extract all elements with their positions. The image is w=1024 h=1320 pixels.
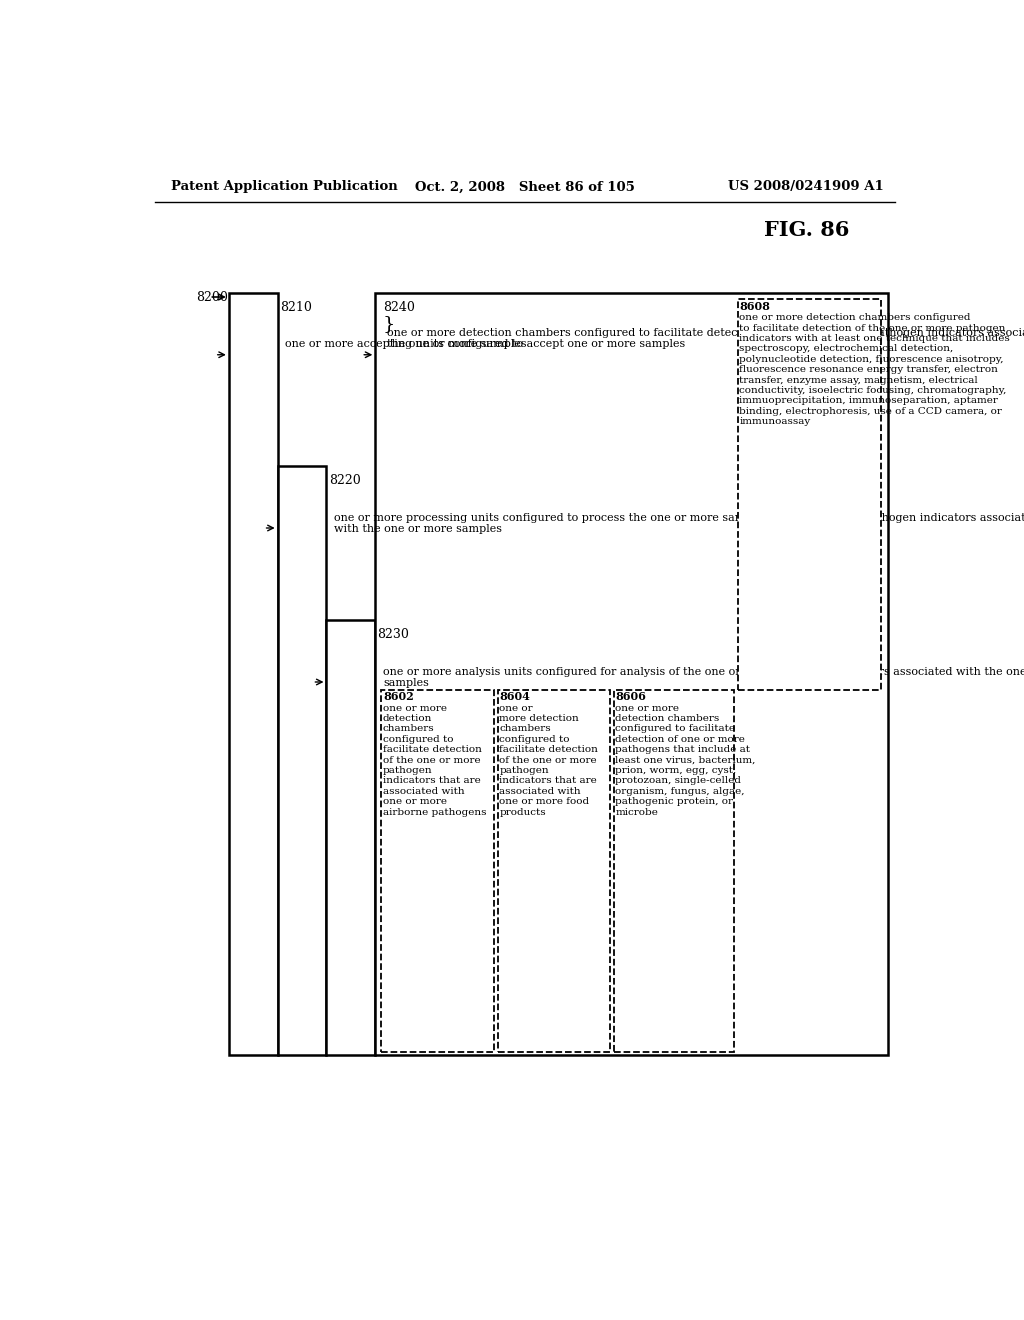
Text: 8220: 8220 [329, 474, 360, 487]
Text: FIG. 86: FIG. 86 [764, 220, 849, 240]
Text: 8230: 8230 [378, 628, 410, 642]
Text: Oct. 2, 2008   Sheet 86 of 105: Oct. 2, 2008 Sheet 86 of 105 [415, 181, 635, 194]
Text: 8604: 8604 [500, 692, 530, 702]
Text: one or more detection chambers configured to facilitate detection of the one or : one or more detection chambers configure… [387, 327, 1024, 350]
Text: 8606: 8606 [615, 692, 646, 702]
Text: one or more processing units configured to process the one or more samples for o: one or more processing units configured … [334, 512, 1024, 535]
Text: }: } [383, 314, 395, 333]
Bar [327, 620, 375, 1056]
Bar [381, 689, 494, 1052]
Text: 8200: 8200 [197, 290, 228, 304]
Text: 8602: 8602 [383, 692, 414, 702]
Text: 8240: 8240 [383, 301, 415, 314]
Text: one or more detection chambers configured
to facilitate detection of the one or : one or more detection chambers configure… [739, 313, 1011, 426]
Text: one or more
detection chambers
configured to facilitate
detection of one or more: one or more detection chambers configure… [615, 704, 756, 817]
Text: Patent Application Publication: Patent Application Publication [171, 181, 397, 194]
Text: one or more analysis units configured for analysis of the one or more pathogen i: one or more analysis units configured fo… [383, 667, 1024, 688]
Text: 8210: 8210 [280, 301, 311, 314]
Bar [498, 689, 610, 1052]
Text: one or more accepting units configured to accept one or more samples: one or more accepting units configured t… [286, 339, 686, 350]
Bar [738, 300, 882, 689]
Text: one or
more detection
chambers
configured to
facilitate detection
of the one or : one or more detection chambers configure… [500, 704, 598, 817]
Bar [614, 689, 734, 1052]
Bar [278, 466, 327, 1056]
Text: US 2008/0241909 A1: US 2008/0241909 A1 [728, 181, 884, 194]
Bar [228, 293, 278, 1056]
Text: 8608: 8608 [739, 301, 770, 312]
Text: one or more
detection
chambers
configured to
facilitate detection
of the one or : one or more detection chambers configure… [383, 704, 486, 817]
Bar [375, 293, 888, 1056]
